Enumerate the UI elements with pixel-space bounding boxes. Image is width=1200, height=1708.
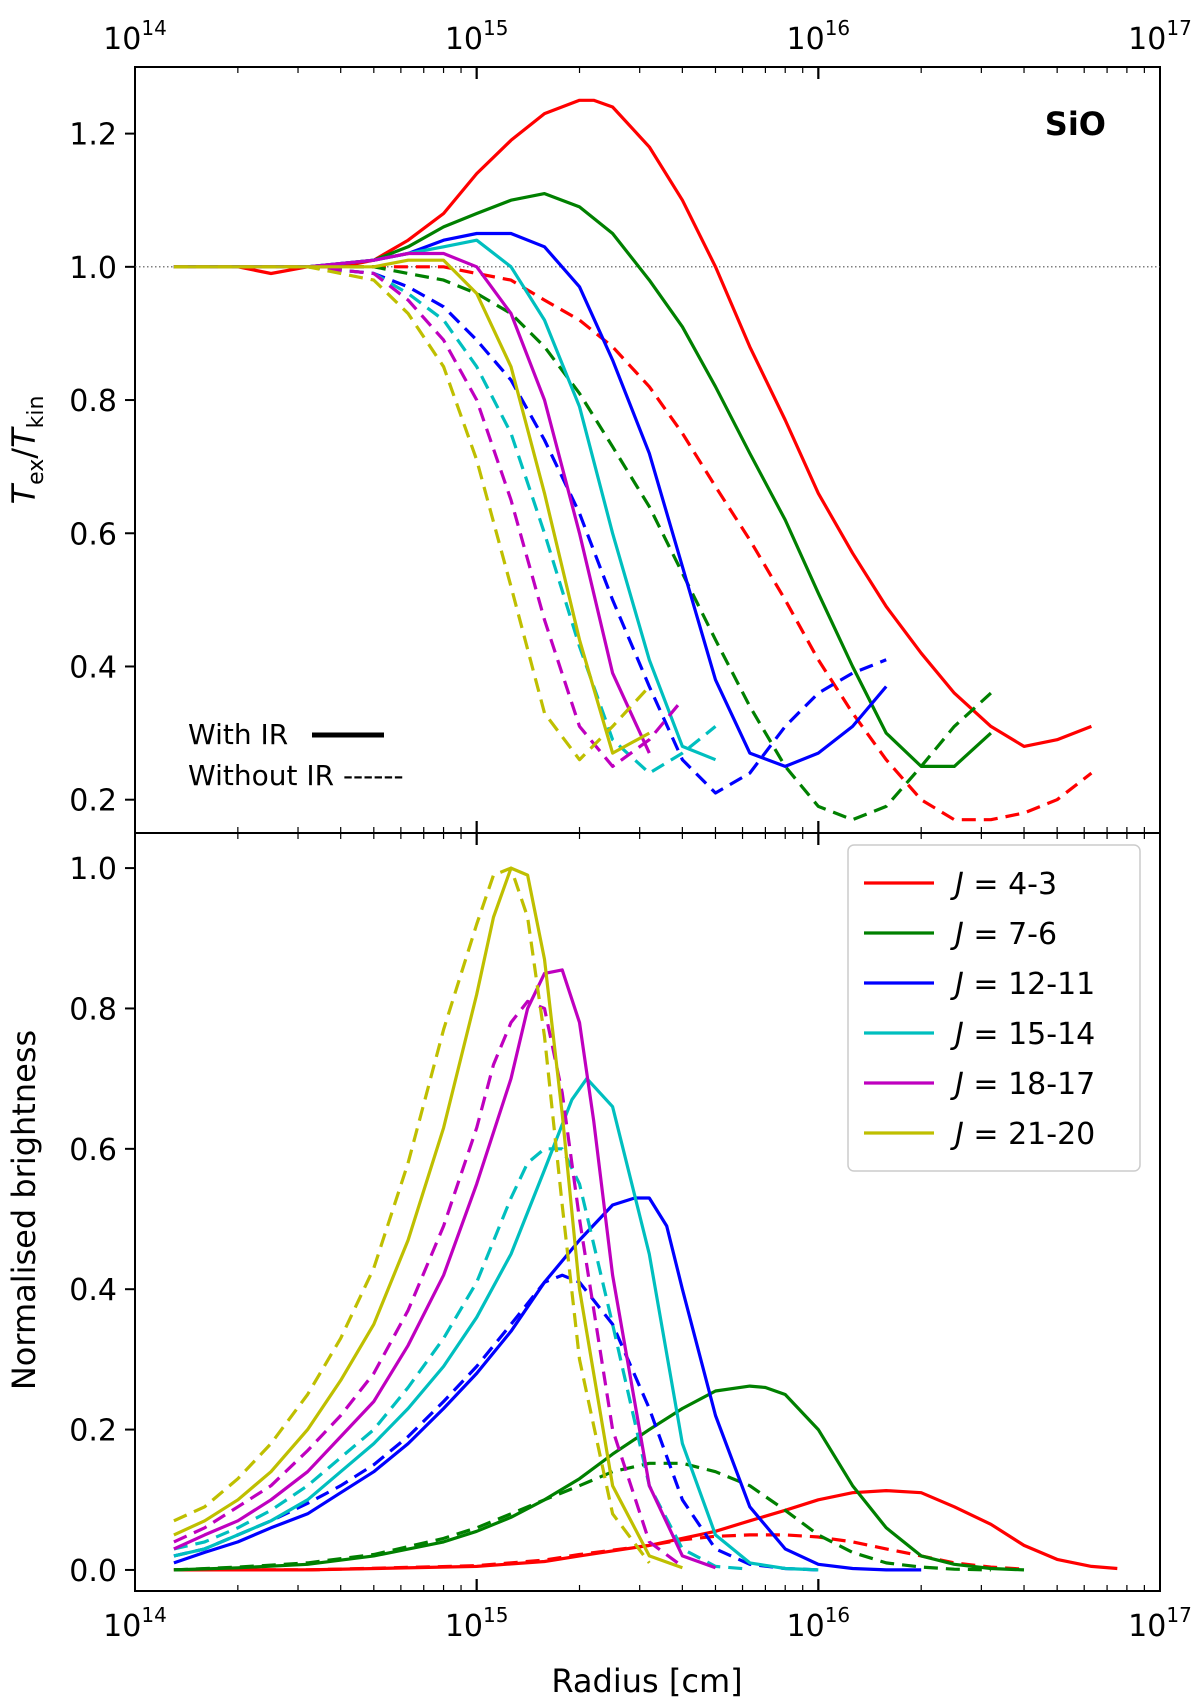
x-tick-base: 10 (1128, 22, 1166, 57)
top-series-12-11-dashed (173, 265, 887, 795)
top-series-21-20-dashed (173, 265, 651, 762)
y-tick-label: 1.0 (69, 852, 117, 887)
bottom-panel-series (173, 866, 1118, 1572)
x-tick-label: 1014 (103, 16, 167, 57)
legend-label: J = 18-17 (950, 1067, 1095, 1102)
bottom-series-4-3-solid (173, 1489, 1118, 1572)
x-tick-base: 10 (787, 1609, 825, 1644)
legend-label: J = 21-20 (950, 1117, 1095, 1152)
y-tick-label: 0.8 (69, 992, 117, 1027)
legend-label-value: = 4-3 (964, 867, 1057, 902)
top-y-axis-label: Tex/Tkin (5, 396, 49, 505)
x-tick-label: 1016 (787, 16, 851, 57)
bottom-series-7-6-solid (173, 1384, 1025, 1572)
x-tick-exponent: 17 (1166, 16, 1191, 40)
x-tick-label: 1015 (445, 1603, 509, 1644)
brightness-panel: 1014 1015 1016 1017 0.00.20.40.60.81.0 Radi… (5, 832, 1192, 1700)
top-series-18-17-solid (173, 251, 651, 754)
legend-label: J = 12-11 (950, 967, 1095, 1002)
x-tick-exponent: 15 (483, 16, 508, 40)
x-tick-base: 10 (787, 22, 825, 57)
ylabel-slash: / (5, 448, 43, 459)
y-tick-label: 0.4 (69, 1273, 117, 1308)
ylabel-sub2: kin (24, 396, 49, 429)
x-tick-label: 1017 (1128, 16, 1192, 57)
legend-label: J = 4-3 (950, 867, 1057, 902)
svg-text:Tex/Tkin: Tex/Tkin (5, 396, 49, 505)
top-series-4-3-solid (173, 98, 1092, 748)
x-tick-exponent: 16 (825, 1603, 850, 1627)
x-tick-exponent: 15 (483, 1603, 508, 1627)
legend-label-value: = 7-6 (964, 917, 1057, 952)
y-tick-label: 0.4 (69, 650, 117, 685)
bottom-series-21-20-dashed (173, 866, 651, 1564)
bottom-series-4-3-dashed (173, 1533, 1025, 1572)
x-tick-base: 10 (1128, 1609, 1166, 1644)
bottom-y-axis-label: Normalised brightness (5, 1030, 43, 1390)
x-tick-exponent: 14 (141, 16, 166, 40)
bottom-x-ticks: 1014 1015 1016 1017 (103, 833, 1192, 1644)
legend-label-value: = 21-20 (964, 1117, 1095, 1152)
bottom-series-21-20-solid (173, 866, 683, 1570)
ylabel-t1: T (5, 482, 43, 504)
legend-label-value: = 15-14 (964, 1017, 1095, 1052)
top-series-7-6-solid (173, 192, 992, 768)
top-panel-series (135, 98, 1160, 822)
top-series-12-11-solid (173, 231, 888, 768)
legend-label: J = 15-14 (950, 1017, 1095, 1052)
panel-title: SiO (1045, 105, 1106, 143)
bottom-series-12-11-dashed (173, 1273, 819, 1572)
legend-entries: J = 4-3 J = 7-6 J = 12-11 J = 15-14 J = 18-1… (864, 867, 1095, 1152)
x-tick-base: 10 (103, 22, 141, 57)
x-tick-label: 1014 (103, 1603, 167, 1644)
y-tick-label: 1.2 (69, 118, 117, 153)
x-axis-label: Radius [cm] (551, 1662, 742, 1700)
bottom-series-7-6-dashed (173, 1461, 991, 1572)
legend-label: J = 7-6 (950, 917, 1057, 952)
y-tick-label: 0.2 (69, 1414, 117, 1449)
legend-label-value: = 12-11 (964, 967, 1095, 1002)
x-tick-base: 10 (445, 22, 483, 57)
top-series-15-14-solid (173, 238, 717, 762)
x-tick-exponent: 16 (825, 16, 850, 40)
bottom-y-ticks: 0.0 0.2 0.4 0.6 0.8 1.0 (69, 852, 135, 1589)
x-tick-label: 1017 (1128, 1603, 1192, 1644)
x-tick-exponent: 14 (141, 1603, 166, 1627)
bottom-panel-frame (134, 832, 1161, 1592)
with-ir-label: With IR (188, 718, 288, 751)
y-tick-label: 0.6 (69, 1133, 117, 1168)
top-series-21-20-solid (173, 258, 651, 755)
legend-box (847, 844, 1141, 1172)
top-y-ticks: 0.2 0.4 0.6 0.8 1.0 1.2 (69, 118, 135, 819)
ylabel-t2: T (5, 426, 43, 448)
x-tick-label: 1015 (445, 16, 509, 57)
x-tick-label: 1016 (787, 1603, 851, 1644)
legend: J = 4-3 J = 7-6 J = 12-11 J = 15-14 J = 18-1… (847, 844, 1141, 1172)
x-tick-base: 10 (103, 1609, 141, 1644)
line-style-note: With IR Without IR ------ (188, 718, 404, 792)
top-series-4-3-dashed (173, 265, 1093, 822)
ylabel-sub1: ex (24, 459, 49, 485)
excitation-temperature-panel: 1014 1015 1016 1017 0.20.40.60.81.01.2 SiO … (5, 16, 1192, 834)
x-tick-exponent: 17 (1166, 1603, 1191, 1627)
bottom-series-18-17-dashed (173, 999, 684, 1568)
y-tick-label: 1.0 (69, 251, 117, 286)
y-tick-label: 0.6 (69, 517, 117, 552)
legend-label-value: = 18-17 (964, 1067, 1095, 1102)
y-tick-label: 0.2 (69, 784, 117, 819)
bottom-series-12-11-solid (173, 1196, 922, 1572)
bottom-series-18-17-solid (173, 968, 717, 1570)
y-tick-label: 0.0 (69, 1554, 117, 1589)
top-x-ticks: 1014 1015 1016 1017 (103, 16, 1192, 833)
x-tick-base: 10 (445, 1609, 483, 1644)
without-ir-label: Without IR ------ (188, 759, 404, 792)
y-tick-label: 0.8 (69, 384, 117, 419)
bottom-series-15-14-solid (173, 1077, 819, 1572)
